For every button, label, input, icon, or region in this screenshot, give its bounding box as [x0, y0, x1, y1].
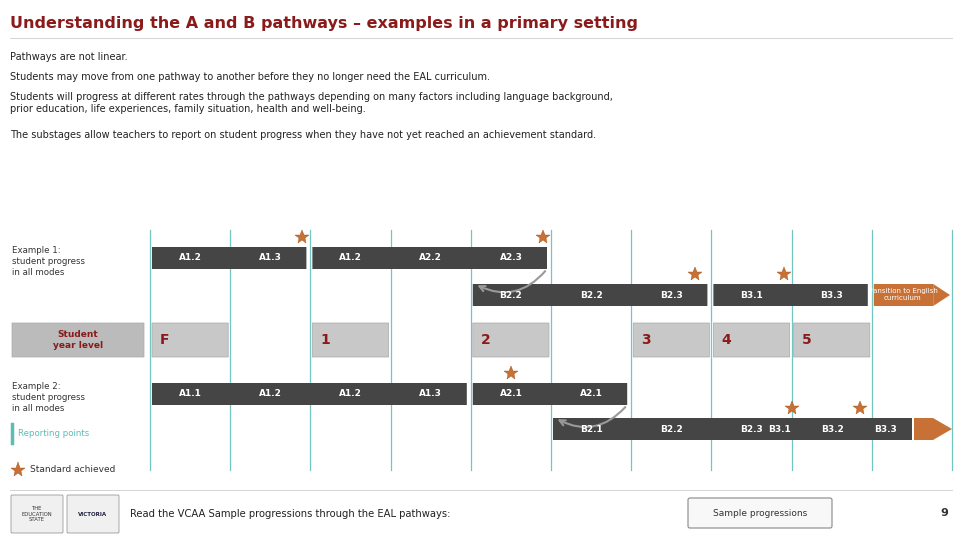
FancyBboxPatch shape — [874, 284, 933, 306]
FancyBboxPatch shape — [472, 284, 708, 306]
Polygon shape — [933, 418, 952, 440]
FancyBboxPatch shape — [472, 323, 549, 357]
FancyBboxPatch shape — [67, 495, 119, 533]
Text: A2.1: A2.1 — [580, 389, 603, 399]
Text: Example 1:
student progress
in all modes: Example 1: student progress in all modes — [12, 246, 85, 277]
Text: B2.2: B2.2 — [660, 424, 683, 434]
Text: B2.2: B2.2 — [499, 291, 522, 300]
Text: A1.3: A1.3 — [259, 253, 281, 262]
Polygon shape — [933, 284, 950, 306]
FancyBboxPatch shape — [312, 323, 389, 357]
FancyBboxPatch shape — [794, 323, 870, 357]
Text: Example 2:
student progress
in all modes: Example 2: student progress in all modes — [12, 382, 85, 413]
Text: A1.2: A1.2 — [339, 389, 362, 399]
Text: Read the VCAA Sample progressions through the EAL pathways:: Read the VCAA Sample progressions throug… — [130, 509, 450, 519]
Text: A2.1: A2.1 — [499, 389, 522, 399]
Text: B3.1: B3.1 — [740, 291, 763, 300]
Text: B2.3: B2.3 — [740, 424, 763, 434]
Text: A1.2: A1.2 — [339, 253, 362, 262]
Text: B2.1: B2.1 — [580, 424, 603, 434]
Text: 9: 9 — [940, 508, 948, 518]
Text: A1.2: A1.2 — [259, 389, 281, 399]
Text: Students will progress at different rates through the pathways depending on many: Students will progress at different rate… — [10, 92, 612, 114]
Text: 2: 2 — [481, 333, 491, 347]
FancyBboxPatch shape — [12, 323, 144, 357]
Text: Student
year level: Student year level — [53, 330, 103, 350]
Text: Transition to English
curriculum: Transition to English curriculum — [867, 288, 938, 301]
Text: B2.2: B2.2 — [580, 291, 603, 300]
Text: Reporting points: Reporting points — [18, 429, 89, 437]
Text: 3: 3 — [641, 333, 651, 347]
Text: Standard achieved: Standard achieved — [30, 465, 115, 475]
Text: VICTORIA: VICTORIA — [79, 511, 108, 516]
Text: The substages allow teachers to report on student progress when they have not ye: The substages allow teachers to report o… — [10, 130, 596, 140]
Text: B3.3: B3.3 — [875, 424, 897, 434]
FancyBboxPatch shape — [472, 383, 627, 405]
Text: B2.3: B2.3 — [660, 291, 683, 300]
Text: B3.2: B3.2 — [822, 424, 844, 434]
Text: THE
EDUCATION
STATE: THE EDUCATION STATE — [22, 505, 52, 522]
FancyBboxPatch shape — [634, 323, 709, 357]
FancyBboxPatch shape — [713, 284, 868, 306]
Text: A1.2: A1.2 — [179, 253, 202, 262]
Text: Pathways are not linear.: Pathways are not linear. — [10, 52, 128, 62]
FancyBboxPatch shape — [312, 247, 547, 269]
FancyBboxPatch shape — [553, 418, 787, 440]
Text: B3.3: B3.3 — [821, 291, 843, 300]
Text: A1.3: A1.3 — [420, 389, 443, 399]
Text: A2.3: A2.3 — [499, 253, 522, 262]
FancyBboxPatch shape — [914, 418, 933, 440]
FancyBboxPatch shape — [152, 247, 306, 269]
FancyBboxPatch shape — [152, 323, 228, 357]
FancyBboxPatch shape — [11, 495, 63, 533]
Text: Sample progressions: Sample progressions — [713, 509, 807, 517]
FancyBboxPatch shape — [754, 418, 912, 440]
Text: 5: 5 — [802, 333, 811, 347]
Text: Understanding the A and B pathways – examples in a primary setting: Understanding the A and B pathways – exa… — [10, 16, 638, 31]
Text: 1: 1 — [321, 333, 330, 347]
Text: A1.1: A1.1 — [179, 389, 202, 399]
FancyBboxPatch shape — [688, 498, 832, 528]
FancyBboxPatch shape — [713, 323, 790, 357]
Text: Students may move from one pathway to another before they no longer need the EAL: Students may move from one pathway to an… — [10, 72, 490, 82]
Text: A2.2: A2.2 — [420, 253, 443, 262]
FancyBboxPatch shape — [152, 383, 467, 405]
Text: F: F — [160, 333, 170, 347]
Text: B3.1: B3.1 — [769, 424, 791, 434]
Text: 4: 4 — [721, 333, 732, 347]
